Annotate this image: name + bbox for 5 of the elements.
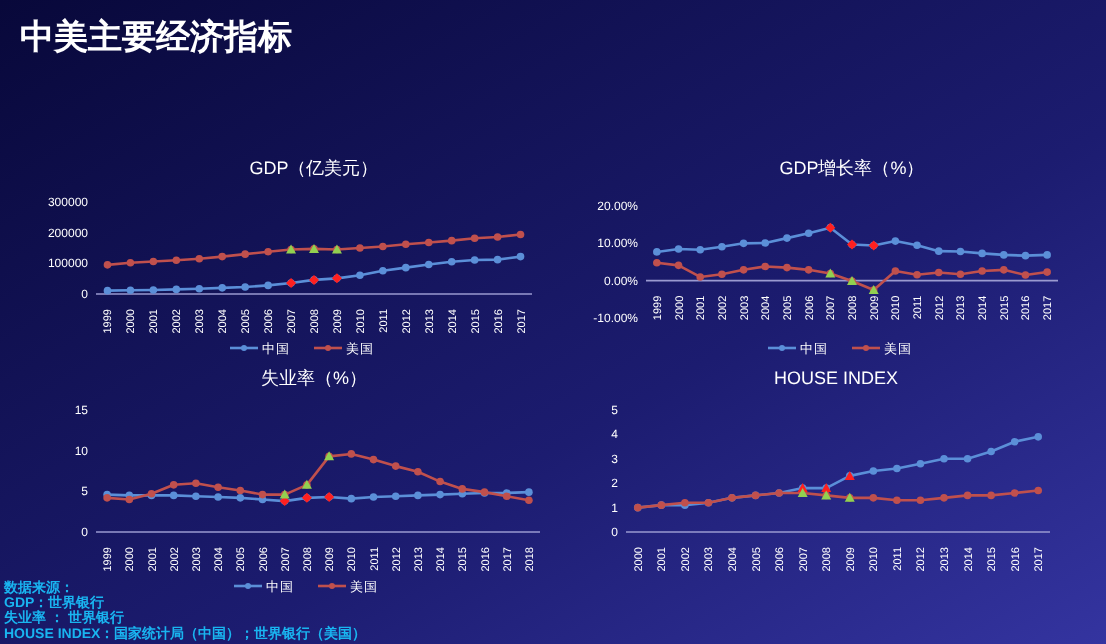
chart-title: GDP（亿美元）: [249, 158, 379, 178]
chart-title: 失业率（%）: [260, 368, 368, 388]
chart-title: GDP增长率（%）: [779, 158, 925, 178]
chart-title: HOUSE INDEX: [773, 368, 899, 388]
title: 中美主要经济指标: [20, 18, 292, 56]
